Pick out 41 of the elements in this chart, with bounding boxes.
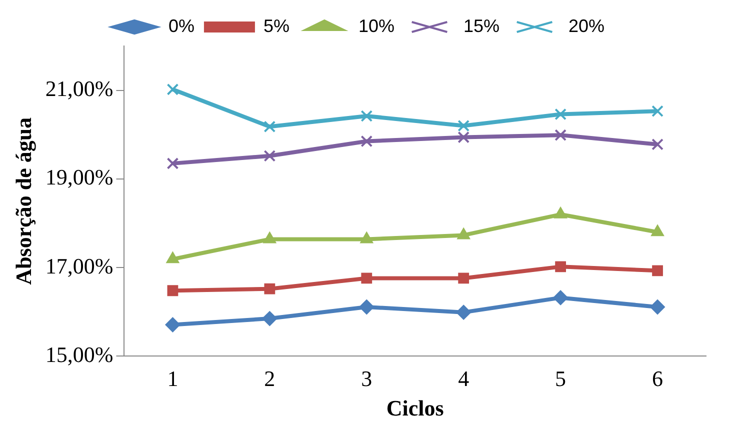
legend-label: 0% bbox=[168, 16, 194, 36]
point bbox=[652, 105, 664, 118]
point bbox=[166, 157, 179, 170]
legend-label: 15% bbox=[464, 16, 500, 36]
point bbox=[652, 138, 664, 150]
y-tick-label: 19,00% bbox=[45, 164, 114, 190]
point bbox=[553, 290, 568, 306]
point bbox=[264, 283, 276, 294]
point bbox=[360, 110, 373, 122]
point bbox=[359, 300, 374, 315]
y-axis-title: Absorção de água bbox=[10, 117, 36, 285]
point bbox=[361, 272, 372, 284]
point bbox=[456, 304, 472, 320]
point bbox=[264, 120, 276, 133]
x-tick-label: 6 bbox=[652, 366, 664, 392]
legend-label: 10% bbox=[358, 16, 395, 36]
point bbox=[555, 261, 566, 272]
point bbox=[652, 265, 663, 276]
point bbox=[650, 300, 666, 315]
x-tick-label: 1 bbox=[167, 366, 178, 392]
x-axis-title: Ciclos bbox=[386, 395, 444, 420]
x-tick-label: 2 bbox=[264, 366, 276, 392]
point bbox=[554, 108, 567, 120]
point bbox=[458, 131, 470, 144]
point bbox=[165, 317, 180, 332]
legend-label: 5% bbox=[263, 16, 290, 36]
y-tick-label: 17,00% bbox=[45, 253, 114, 278]
point bbox=[360, 135, 373, 148]
y-tick-label: 15,00% bbox=[45, 342, 114, 367]
legend-label: 20% bbox=[568, 16, 605, 36]
point bbox=[458, 120, 470, 132]
point bbox=[554, 129, 567, 142]
point bbox=[262, 311, 278, 326]
x-tick-label: 3 bbox=[361, 366, 372, 392]
x-tick-label: 5 bbox=[555, 366, 566, 392]
point bbox=[166, 83, 179, 96]
point bbox=[167, 285, 178, 296]
point bbox=[458, 272, 470, 284]
point bbox=[264, 150, 276, 162]
x-tick-label: 4 bbox=[458, 366, 470, 392]
y-tick-label: 21,00% bbox=[45, 76, 114, 102]
